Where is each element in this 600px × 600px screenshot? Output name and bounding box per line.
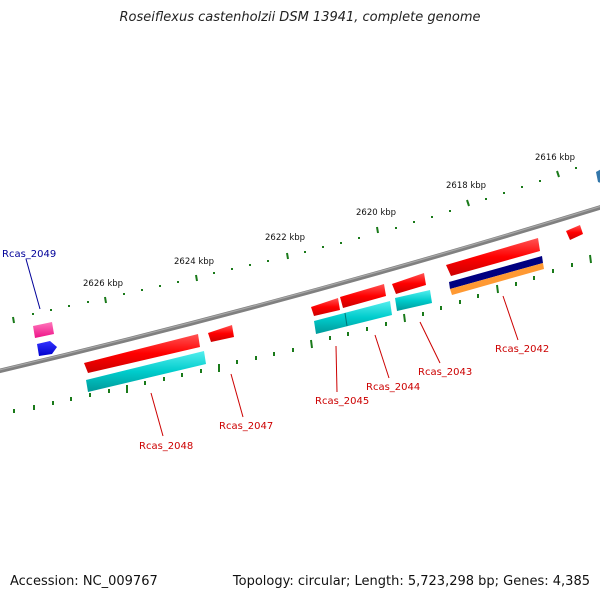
cds-bar-divider (344, 312, 348, 327)
accession-text: Accession: NC_009767 (10, 574, 158, 589)
leader-2047 (230, 373, 244, 418)
genome-backbone (0, 205, 600, 374)
leader-2044 (374, 334, 390, 379)
genome-backbone-highlight (0, 205, 600, 371)
topology-text: Topology: circular; Length: 5,723,298 bp… (232, 574, 590, 589)
gene-labels: Rcas_2049 Rcas_2048 Rcas_2047 Rcas_2045 … (2, 249, 549, 452)
gene-label-2044: Rcas_2044 (366, 382, 420, 393)
gene-2049-pink (33, 322, 54, 338)
gene-arrow-2044 (340, 284, 386, 308)
scale-label-2624: 2624 kbp (174, 257, 214, 267)
gene-arrow-2047 (208, 325, 234, 342)
gene-label-2042: Rcas_2042 (495, 344, 549, 355)
cds-bars (86, 290, 432, 392)
leader-2043 (419, 321, 441, 364)
gene-arrow-2043 (392, 273, 426, 294)
gene-label-2048: Rcas_2048 (139, 441, 193, 452)
leader-lines (25, 258, 519, 437)
genome-title: Roseiflexus castenholzii DSM 13941, comp… (119, 10, 481, 25)
upper-strand-genes (84, 225, 583, 373)
gene-band-navy (449, 256, 543, 289)
cds-bar-2045-2044 (314, 301, 392, 334)
gene-band-orange (450, 263, 544, 295)
gene-label-2043: Rcas_2043 (418, 367, 472, 378)
scale-label-2618: 2618 kbp (446, 181, 486, 191)
partial-feature (596, 169, 600, 183)
inner-tick-ring (13, 254, 592, 413)
scale-labels: 2616 kbp 2618 kbp 2620 kbp 2622 kbp 2624… (83, 153, 575, 289)
scale-label-2616: 2616 kbp (535, 153, 575, 163)
gene-2049-blue (37, 341, 57, 356)
cds-bar-2048 (86, 351, 206, 392)
rcas-2049-features (33, 322, 57, 356)
gene-arrow-2045 (311, 298, 340, 316)
gene-label-2045: Rcas_2045 (315, 396, 369, 407)
outer-tick-ring (12, 167, 577, 324)
leader-2045 (335, 345, 338, 393)
leader-2048 (150, 392, 164, 437)
scale-label-2620: 2620 kbp (356, 208, 396, 218)
scale-label-2622: 2622 kbp (265, 233, 305, 243)
gene-label-2049: Rcas_2049 (2, 249, 56, 260)
scale-label-2626: 2626 kbp (83, 279, 123, 289)
gene-arrow-far-right (566, 225, 583, 240)
gene-label-2047: Rcas_2047 (219, 421, 273, 432)
gene-arrow-2042 (446, 238, 540, 276)
gene-arrow-2048 (84, 334, 200, 373)
leader-2049 (25, 258, 41, 310)
leader-2042 (502, 295, 519, 341)
cds-bar-2043 (395, 290, 432, 311)
